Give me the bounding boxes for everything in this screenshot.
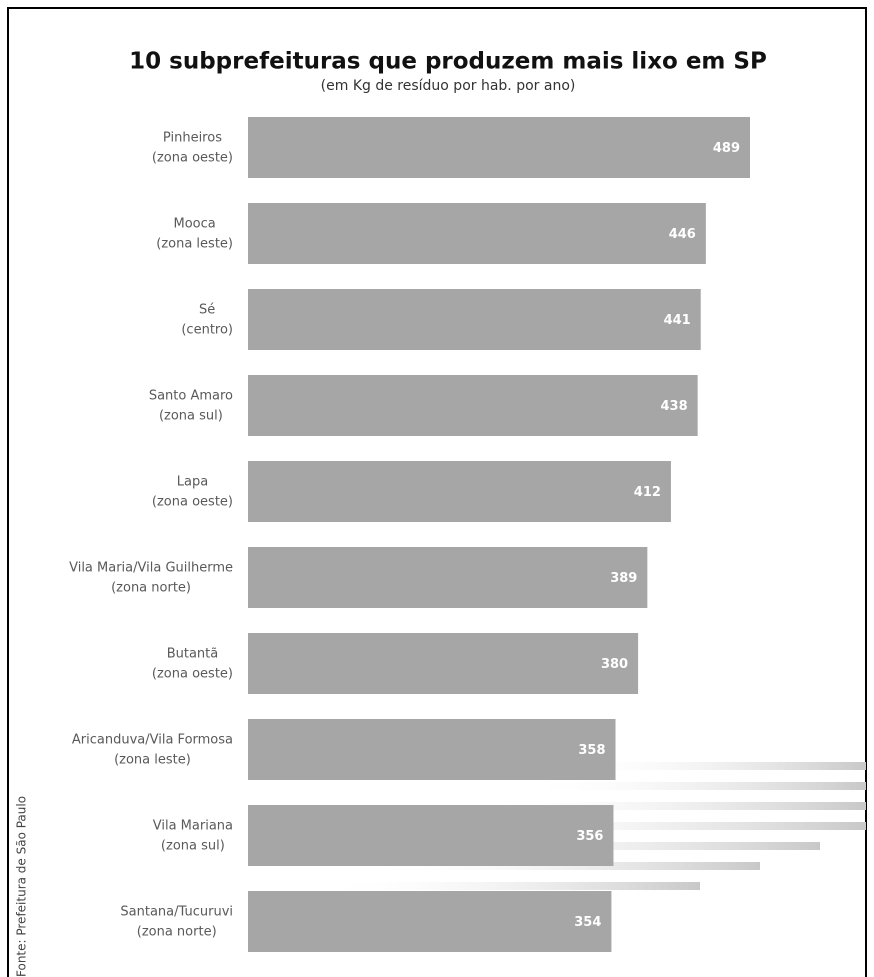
bar (248, 117, 750, 178)
bar (248, 203, 706, 264)
bar (248, 289, 701, 350)
category-label: (zona oeste) (152, 495, 233, 510)
bar (248, 633, 639, 694)
category-label: (zona oeste) (152, 667, 233, 682)
value-label: 356 (576, 829, 603, 844)
value-label: 354 (574, 915, 601, 930)
category-label: Mooca (174, 217, 216, 232)
category-label: (zona norte) (111, 581, 191, 596)
bar (248, 805, 614, 866)
category-label: (zona oeste) (152, 151, 233, 166)
value-label: 446 (669, 227, 696, 242)
value-label: 412 (634, 485, 661, 500)
category-label: Vila Maria/Vila Guilherme (69, 561, 233, 576)
value-label: 380 (601, 657, 628, 672)
category-label: Lapa (177, 475, 208, 490)
chart-subtitle: (em Kg de resíduo por hab. por ano) (321, 78, 576, 94)
bar (248, 891, 612, 952)
bar (248, 547, 648, 608)
category-label: Aricanduva/Vila Formosa (72, 733, 233, 748)
category-label: Santana/Tucuruvi (120, 905, 233, 920)
bar (248, 719, 616, 780)
category-label: Pinheiros (163, 131, 222, 146)
value-label: 489 (713, 141, 740, 156)
value-label: 358 (578, 743, 605, 758)
category-label: (centro) (181, 323, 233, 338)
value-label: 438 (661, 399, 688, 414)
chart-title: 10 subprefeituras que produzem mais lixo… (129, 49, 767, 75)
source-note: Fonte: Prefeitura de São Paulo (15, 796, 29, 977)
category-label: Santo Amaro (149, 389, 233, 404)
bar (248, 461, 671, 522)
bar (248, 375, 698, 436)
category-label: Sé (199, 303, 215, 318)
category-label: Butantã (167, 647, 219, 662)
category-label: (zona leste) (156, 237, 233, 252)
category-label: (zona sul) (161, 839, 225, 854)
value-label: 389 (610, 571, 637, 586)
value-label: 441 (664, 313, 691, 328)
category-label: (zona sul) (159, 409, 223, 424)
category-label: Vila Mariana (153, 819, 233, 834)
category-label: (zona norte) (137, 925, 217, 940)
category-label: (zona leste) (114, 753, 191, 768)
